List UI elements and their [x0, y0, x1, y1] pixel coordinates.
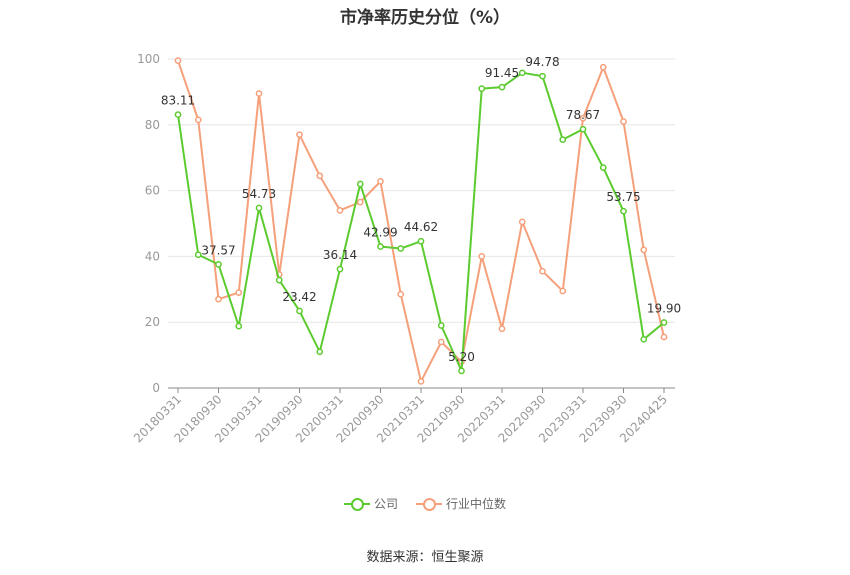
y-tick-label: 40 — [145, 249, 160, 263]
data-label-company: 54.73 — [242, 187, 276, 201]
data-point-company — [194, 251, 202, 259]
data-label-company: 5.20 — [448, 350, 475, 364]
data-labels: 83.11 37.57 54.73 23.42 36.14 42.99 44.62 5.20 9… — [161, 55, 681, 364]
data-point-industry-median — [579, 114, 587, 122]
data-label-company: 23.42 — [282, 290, 316, 304]
data-label-company: 53.75 — [606, 190, 640, 204]
data-point-industry-median — [377, 178, 384, 185]
grid-lines — [168, 58, 675, 323]
data-point-industry-median — [174, 57, 182, 64]
data-point-company — [640, 335, 648, 343]
data-label-company: 83.11 — [161, 94, 195, 108]
data-point-company — [275, 276, 283, 284]
data-point-company — [255, 204, 263, 212]
legend-swatch-company — [343, 497, 370, 511]
data-point-industry-median — [640, 246, 648, 254]
data-point-company — [356, 180, 364, 188]
data-label-company: 19.90 — [647, 302, 681, 316]
data-point-industry-median — [417, 378, 425, 385]
data-point-company — [599, 164, 607, 171]
series — [174, 57, 668, 385]
data-point-company — [620, 207, 627, 215]
data-point-industry-median — [518, 218, 526, 226]
data-point-company — [559, 136, 567, 143]
data-label-company: 78.67 — [566, 108, 600, 122]
legend-label-company: 公司 — [373, 497, 398, 511]
data-point-company — [458, 367, 465, 375]
data-point-industry-median — [437, 338, 445, 346]
data-point-company — [498, 83, 506, 91]
legend: 公司 行业中位数 — [0, 495, 850, 512]
legend-label-industry-median: 行业中位数 — [446, 497, 507, 511]
data-point-company — [478, 85, 486, 92]
data-point-industry-median — [397, 290, 405, 298]
data-point-industry-median — [296, 131, 303, 139]
data-point-company — [397, 245, 405, 252]
line-chart: 0204060801002018033120180930201903312019… — [131, 52, 681, 445]
data-point-company — [174, 111, 182, 118]
data-point-company — [235, 322, 243, 330]
legend-item-industry-median[interactable]: 行业中位数 — [416, 495, 506, 512]
data-point-company — [539, 72, 546, 80]
data-point-industry-median — [498, 325, 506, 333]
data-point-company — [417, 237, 425, 245]
data-label-company: 42.99 — [363, 226, 397, 240]
data-point-industry-median — [539, 267, 546, 275]
data-point-company — [660, 319, 668, 326]
y-tick-label: 80 — [145, 118, 160, 132]
data-point-company — [437, 322, 445, 329]
data-point-industry-median — [559, 287, 567, 295]
data-label-company: 94.78 — [525, 55, 559, 69]
data-point-industry-median — [356, 198, 364, 206]
data-label-company: 37.57 — [201, 243, 235, 257]
data-point-industry-median — [660, 333, 668, 341]
data-point-industry-median — [336, 206, 344, 214]
data-source-note: 数据来源：恒生聚源 — [366, 550, 484, 565]
data-label-company: 36.14 — [323, 248, 357, 262]
data-point-industry-median — [215, 295, 222, 303]
data-point-company — [377, 243, 384, 250]
data-point-company — [296, 307, 303, 315]
data-point-industry-median — [255, 90, 263, 97]
legend-swatch-industry-median — [416, 497, 442, 511]
y-tick-label: 20 — [145, 315, 160, 329]
data-point-industry-median — [620, 118, 627, 125]
data-point-industry-median — [478, 253, 486, 260]
data-label-company: 91.45 — [485, 66, 519, 80]
data-label-company: 44.62 — [404, 220, 438, 234]
chart-title: 市净率历史分位（%） — [339, 8, 511, 28]
y-tick-label: 100 — [137, 52, 160, 66]
data-point-company — [215, 261, 222, 268]
data-point-company — [316, 348, 324, 356]
data-point-company — [579, 125, 587, 133]
y-tick-label: 0 — [152, 381, 160, 395]
data-point-industry-median — [194, 116, 202, 124]
legend-item-company[interactable]: 公司 — [343, 495, 398, 512]
y-tick-label: 60 — [145, 184, 160, 198]
data-point-company — [336, 265, 344, 273]
data-point-industry-median — [599, 63, 607, 71]
data-point-company — [518, 69, 526, 77]
data-point-industry-median — [235, 289, 243, 296]
data-point-industry-median — [316, 172, 324, 180]
